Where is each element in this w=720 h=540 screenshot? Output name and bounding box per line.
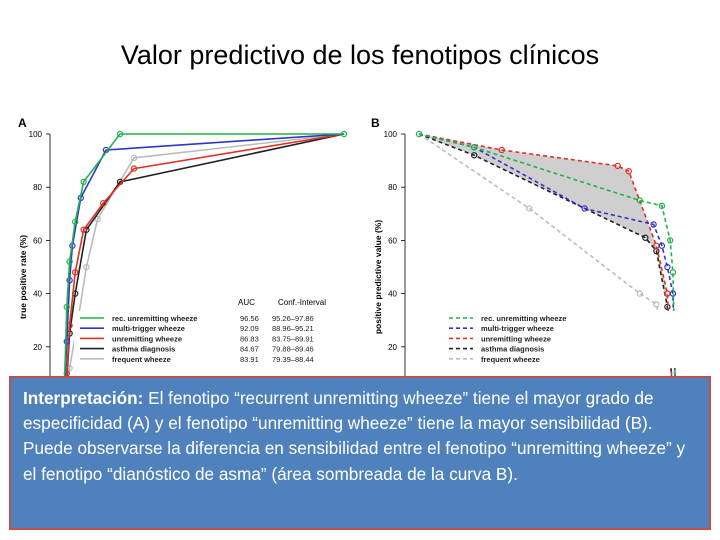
- data-point-a-4: [130, 154, 138, 162]
- series-line-a-0: [63, 133, 344, 380]
- series-line-a-4: [66, 133, 345, 380]
- y-tick-label-a: 100: [29, 130, 43, 139]
- series-line-a-2: [65, 133, 345, 380]
- series-line-b-4: [418, 133, 676, 380]
- panel-label-a: A: [18, 116, 27, 130]
- data-point-b-1: [658, 242, 666, 249]
- data-point-a-1: [66, 277, 73, 284]
- legend-label-b-4: frequent wheeze: [481, 355, 540, 364]
- legend-auc-3: 84.67: [240, 345, 259, 354]
- legend-label-a-0: rec. unremitting wheeze: [112, 314, 197, 323]
- legend-ci-4: 79.39–88.44: [272, 355, 314, 364]
- data-point-a-1: [63, 338, 71, 345]
- legend-label-b-2: unremitting wheeze: [481, 334, 551, 343]
- legend-auc-2: 86.83: [240, 334, 259, 343]
- legend-auc-4: 83.91: [240, 355, 259, 364]
- legend-auc-1: 92.09: [240, 324, 259, 333]
- panel-label-b: B: [371, 116, 380, 130]
- legend-ci-3: 79.88–89.46: [272, 345, 314, 354]
- data-point-b-0: [415, 130, 423, 138]
- data-point-a-0: [80, 178, 87, 186]
- legend-box-a: [74, 311, 344, 368]
- legend-label-b-0: rec. unremitting wheeze: [481, 314, 566, 323]
- data-point-a-4: [94, 215, 101, 223]
- data-point-b-1: [581, 205, 588, 212]
- data-point-b-0: [666, 237, 674, 244]
- y-tick-label-b: 20: [388, 343, 397, 352]
- y-tick-label-a: 60: [33, 236, 42, 245]
- data-point-a-0: [116, 130, 124, 138]
- data-point-b-0: [658, 202, 666, 210]
- data-point-b-1: [664, 263, 671, 271]
- y-tick-label-b: 100: [384, 130, 398, 139]
- roc-chart-a: A 20 40 60 80 100 true positive rate (%) AUC Con…: [18, 116, 348, 380]
- legend-ci-1: 88.96–95.21: [272, 324, 314, 333]
- legend-box-b: [443, 311, 699, 368]
- legend-auc-0: 96.56: [240, 314, 259, 323]
- data-point-b-4: [526, 205, 533, 212]
- data-point-a-2: [99, 199, 107, 207]
- y-tick-label-b: 40: [388, 290, 397, 299]
- data-point-b-3: [642, 234, 649, 241]
- data-point-a-0: [340, 130, 348, 138]
- data-point-b-0: [470, 144, 478, 151]
- data-point-a-2: [130, 165, 138, 172]
- legend-ci-0: 95.26–97.86: [272, 314, 314, 323]
- legend-label-a-2: unremitting wheeze: [112, 334, 182, 343]
- data-point-a-0: [66, 258, 73, 265]
- interpretation-box: Interpretación: El fenotipo “recurrent u…: [9, 376, 711, 530]
- series-line-b-2: [418, 133, 673, 380]
- data-point-b-0: [669, 269, 677, 276]
- y-tick-label-b: 80: [388, 183, 397, 192]
- shaded-area: [419, 134, 668, 307]
- data-point-b-0: [636, 197, 643, 204]
- data-point-a-4: [83, 263, 90, 271]
- legend-label-a-1: multi-trigger wheeze: [112, 324, 185, 333]
- series-line-b-1: [418, 133, 676, 380]
- legend-ci-2: 83.75–89.91: [272, 334, 314, 343]
- y-axis-label-a: true positive rate (%): [18, 235, 28, 319]
- legend-header-ci: Conf.-Interval: [278, 298, 326, 307]
- y-tick-label-a: 20: [33, 343, 42, 352]
- data-point-b-2: [498, 146, 505, 154]
- data-point-b-4: [653, 301, 660, 308]
- legend-label-b-3: asthma diagnosis: [481, 345, 544, 354]
- y-axis-label-b: positive predictive value (%): [373, 220, 383, 334]
- y-tick-label-b: 60: [388, 236, 397, 245]
- legend-label-a-4: frequent wheeze: [112, 355, 171, 364]
- data-point-b-3: [470, 152, 478, 159]
- legend-label-b-1: multi-trigger wheeze: [481, 324, 554, 333]
- data-point-b-1: [650, 221, 657, 228]
- y-tick-label-a: 40: [33, 290, 42, 299]
- slide-title: Valor predictivo de los fenotipos clínic…: [120, 40, 600, 70]
- y-tick-label-a: 80: [33, 183, 42, 192]
- data-point-a-0: [71, 218, 79, 225]
- interpretation-text: El fenotipo “recurrent unremitting wheez…: [23, 388, 686, 484]
- data-point-a-0: [63, 303, 71, 311]
- series-line-b-0: [418, 133, 677, 380]
- data-point-b-2: [614, 162, 621, 170]
- interpretation-label: Interpretación:: [23, 388, 144, 408]
- ppv-chart-b: B 20 40 60 80 100 positive predictive value (%…: [371, 116, 699, 380]
- legend-label-a-3: asthma diagnosis: [112, 345, 175, 354]
- data-point-a-2: [80, 226, 87, 233]
- data-point-b-4: [636, 290, 643, 297]
- legend-header-auc: AUC: [238, 298, 255, 307]
- data-point-a-2: [71, 269, 79, 276]
- data-point-b-2: [625, 168, 632, 175]
